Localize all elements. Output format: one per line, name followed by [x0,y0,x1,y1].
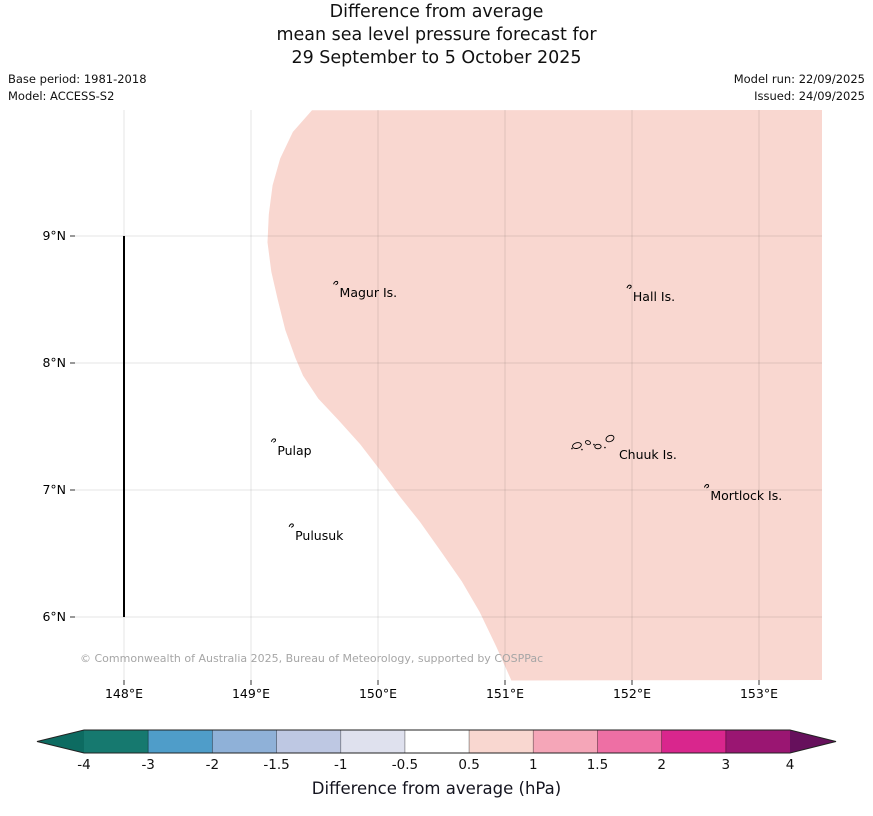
colorbar-segment [725,730,791,753]
colorbar-tick-label: 0.5 [458,757,480,773]
colorbar-right-arrow [790,730,836,753]
colorbar-tick-label: 3 [721,757,731,773]
island-label-magur-is: Magur Is. [339,285,398,301]
x-tick-label: 148°E [104,686,143,701]
island-mark-magur-is [333,280,339,286]
colorbar-tick-label: -3 [141,757,155,773]
island-mark-pulusuk [288,523,294,528]
x-tick-label: 149°E [231,686,270,701]
island-label-hall-is: Hall Is. [632,289,676,305]
x-tick-label: 151°E [485,686,524,701]
colorbar-outline [36,729,837,754]
island-label-pulap: Pulap [277,442,312,458]
y-tick-label: 8°N [42,355,66,370]
colorbar-tick-label: -1.5 [263,757,290,773]
colorbar-tick-label: 4 [785,757,795,773]
island-label-pulusuk: Pulusuk [295,527,344,543]
title-line-1: Difference from average [329,2,544,22]
colorbar-tick-label: -4 [77,757,91,773]
island-mark-mortlock-is [703,484,710,489]
colorbar-tick-label: 1 [528,757,538,773]
x-tick-label: 153°E [739,686,778,701]
colorbar-segment [469,730,534,753]
colorbar-segment [404,730,470,753]
colorbar-segment [340,730,406,753]
x-tick-label: 150°E [358,686,397,701]
model-label: Model: ACCESS-S2 [8,89,115,103]
colorbar-tick-label: -2 [205,757,220,773]
colorbar-axis-label: Difference from average (hPa) [311,779,562,798]
meta-left: Base period: 1981-2018 Model: ACCESS-S2 [8,71,147,105]
colorbar-left-arrow [37,730,84,753]
anomaly-region-0p5-1hpa [267,110,822,681]
island-label-chuuk-is: Chuuk Is. [618,446,677,462]
island-mark-hall-is [626,284,632,290]
colorbar-tick-label: 1.5 [586,757,609,773]
island-mark-pulap [270,438,277,443]
copyright-notice: © Commonwealth of Australia 2025, Bureau… [80,652,544,665]
y-tick-label: 9°N [42,228,66,243]
colorbar-segment [276,730,342,753]
colorbar-segment [84,730,149,753]
y-tick-label: 7°N [42,482,66,497]
colorbar [36,729,837,754]
title-line-3: 29 September to 5 October 2025 [291,48,582,68]
map-plot-area [70,110,822,685]
issued-label: Issued: 24/09/2025 [754,89,865,103]
x-tick-label: 152°E [612,686,651,701]
colorbar-segment [661,730,727,753]
island-mark-chuuk-is [571,434,615,451]
colorbar-segment [148,730,213,753]
model-run-label: Model run: 22/09/2025 [733,72,865,86]
y-tick-label: 6°N [42,609,66,624]
colorbar-tick-label: -1 [333,757,348,773]
colorbar-tick-label: 2 [657,757,666,773]
base-period-label: Base period: 1981-2018 [8,72,147,86]
meta-right: Model run: 22/09/2025 Issued: 24/09/2025 [734,71,865,105]
title-line-2: mean sea level pressure forecast for [276,25,597,45]
page-title: Difference from average mean sea level p… [0,1,873,70]
colorbar-segment [212,730,278,753]
colorbar-segment [533,730,598,753]
island-label-mortlock-is: Mortlock Is. [710,488,783,504]
colorbar-tick-label: -0.5 [391,757,419,773]
colorbar-segment [597,730,663,753]
